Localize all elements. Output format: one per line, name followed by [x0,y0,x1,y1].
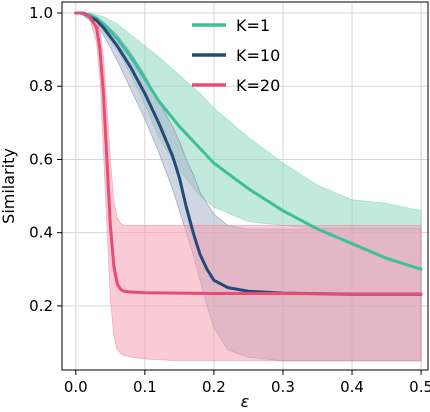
x-tick-label: 0.0 [64,378,88,396]
y-tick-label: 1.0 [29,4,53,22]
legend-label-k-20: K=20 [236,76,280,95]
x-axis-title: ε [241,392,250,411]
y-axis-title: Similarity [0,148,18,224]
legend: K=1 K=10 K=20 [192,16,280,95]
y-tick-label: 0.8 [29,77,53,95]
x-tick-label: 0.1 [133,378,157,396]
legend-label-k-1: K=1 [236,16,270,35]
y-tick-label: 0.6 [29,150,53,168]
plot-frame [61,1,429,371]
legend-label-k-10: K=10 [236,46,280,65]
y-tick-label: 0.4 [29,224,53,242]
series-line-k-1 [74,11,423,271]
x-tick-label: 0.5 [409,378,430,396]
y-tick-label: 0.2 [29,297,53,315]
series-line-k-10 [74,11,423,296]
series-lines [74,11,423,296]
x-tick-label: 0.3 [271,378,295,396]
series-line-k-20 [74,11,423,296]
axis-ticks: 0.0 0.1 0.2 0.3 0.4 0.5 0.2 0.4 0.6 0.8 1.0 [29,4,430,396]
x-tick-label: 0.4 [340,378,364,396]
x-tick-label: 0.2 [202,378,226,396]
